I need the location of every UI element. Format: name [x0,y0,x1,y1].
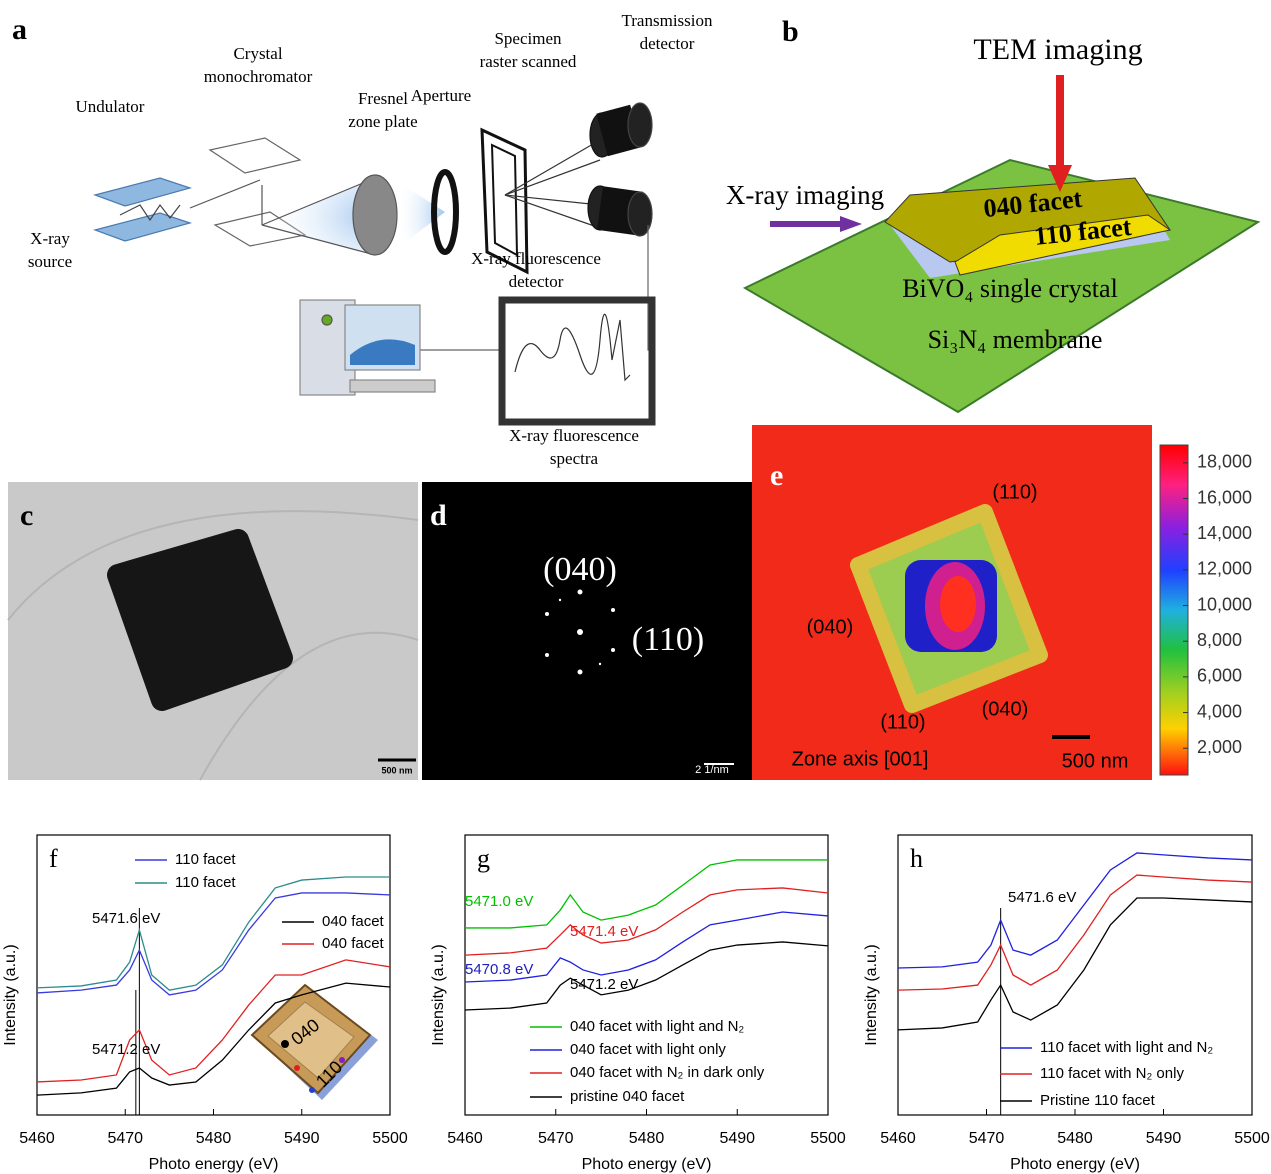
y-axis-label: Intensity (a.u.) [863,944,880,1045]
legend-label: 040 facet with light and N₂ [570,1018,744,1035]
x-tick-label: 5500 [1234,1130,1270,1147]
x-tick-label: 5500 [372,1130,408,1147]
x-tick-label: 5470 [969,1130,1005,1147]
x-tick-label: 5470 [538,1130,574,1147]
legend-label: 040 facet with light only [570,1041,726,1058]
x-axis-label: Photo energy (eV) [149,1156,279,1173]
diagram-label: source [28,252,72,271]
x-tick-label: 5460 [19,1130,55,1147]
colorbar-tick-label: 10,000 [1197,594,1252,614]
x-tick-label: 5480 [196,1130,232,1147]
diagram-label: spectra [550,449,599,468]
diagram-label: Fresnel [358,89,408,108]
legend-label: Pristine 110 facet [1040,1092,1156,1109]
panel-letter: a [12,13,27,46]
legend-label: pristine 040 facet [570,1088,685,1105]
diagram-label: zone plate [348,112,417,131]
facet-label: (110) [992,481,1037,503]
annotation: 5471.2 eV [570,976,638,993]
panel-letter: g [477,844,490,873]
colorbar-tick-label: 6,000 [1197,666,1242,686]
diagram-label: detector [640,34,695,53]
diagram-label: X-ray [30,229,70,248]
diagram-label: monochromator [204,67,313,86]
colorbar-tick-label: 8,000 [1197,630,1242,650]
diagram-label: detector [509,272,564,291]
colorbar-tick-label: 16,000 [1197,487,1252,507]
diagram-label: X-ray imaging [726,180,884,210]
diagram-label: Specimen [494,29,562,48]
colorbar-tick-label: 18,000 [1197,452,1252,472]
x-tick-label: 5490 [1146,1130,1182,1147]
x-tick-label: 5470 [107,1130,143,1147]
panel-b-drawing [745,75,1258,412]
y-axis-label: Intensity (a.u.) [430,944,447,1045]
spectrum-line [898,898,1252,1030]
annotation: 5471.0 eV [465,893,533,910]
diagram-label: raster scanned [480,52,577,71]
panel-letter: f [49,844,58,873]
diagram-label: BiVO₄ single crystal [902,274,1118,303]
spectrum-line [37,877,390,990]
colorbar-tick-label: 14,000 [1197,523,1252,543]
scale-bar-label: 2 1/nm [695,764,729,776]
f-inset [252,985,378,1100]
panel-c-image [8,482,418,780]
x-tick-label: 5500 [810,1130,846,1147]
spectrum-line [898,853,1252,968]
x-tick-label: 5460 [880,1130,916,1147]
legend-label: 040 facet [322,913,385,930]
x-tick-label: 5490 [284,1130,320,1147]
annotation: 5470.8 eV [465,961,533,978]
colorbar-tick-label: 2,000 [1197,737,1242,757]
facet-label: (110) [880,711,925,733]
legend-label: 110 facet [175,851,236,868]
figure: a Undulator X-ray source Crystal monochromato… [0,0,1271,1174]
diagram-label: Aperture [411,86,471,105]
annotation: 5471.4 eV [570,923,638,940]
legend-label: 110 facet [175,874,236,891]
panel-letter: e [770,459,783,492]
x-tick-label: 5480 [1057,1130,1093,1147]
legend-label: 040 facet with N₂ in dark only [570,1064,765,1081]
legend-label: 110 facet with light and N₂ [1040,1039,1213,1056]
facet-label: (040) [982,698,1029,720]
x-tick-label: 5460 [447,1130,483,1147]
diagram-label: Transmission [621,11,713,30]
x-axis-label: Photo energy (eV) [582,1156,712,1173]
scale-bar-label: 500 nm [1062,750,1129,772]
scale-bar-label: 500 nm [381,765,412,775]
panel-letter: h [910,844,923,873]
y-axis-label: Intensity (a.u.) [2,944,19,1045]
diffraction-label: (040) [543,551,617,588]
diagram-label: X-ray fluorescence [509,426,639,445]
annotation: 5471.6 eV [1008,889,1076,906]
legend-label: 110 facet with N₂ only [1040,1065,1184,1082]
panel-letter: b [782,15,799,48]
facet-label: (040) [807,616,854,638]
diffraction-label: (110) [632,621,704,658]
diagram-label: Si₃N₄ membrane [928,325,1103,354]
panel-letter: c [20,499,33,532]
x-tick-label: 5480 [629,1130,665,1147]
panel-e-image [752,425,1188,780]
colorbar-tick-label: 4,000 [1197,701,1242,721]
x-tick-label: 5490 [719,1130,755,1147]
diagram-label: TEM imaging [973,33,1142,66]
diagram-label: X-ray fluorescence [471,249,601,268]
x-axis-label: Photo energy (eV) [1010,1156,1140,1173]
annotation: 5471.6 eV [92,910,160,927]
legend-label: 040 facet [322,935,385,952]
facet-label: Zone axis [001] [792,748,929,770]
diagram-label: Undulator [76,97,145,116]
panel-letter: d [430,499,447,532]
colorbar-tick-label: 12,000 [1197,559,1252,579]
diagram-label: Crystal [233,44,282,63]
annotation: 5471.2 eV [92,1041,160,1058]
